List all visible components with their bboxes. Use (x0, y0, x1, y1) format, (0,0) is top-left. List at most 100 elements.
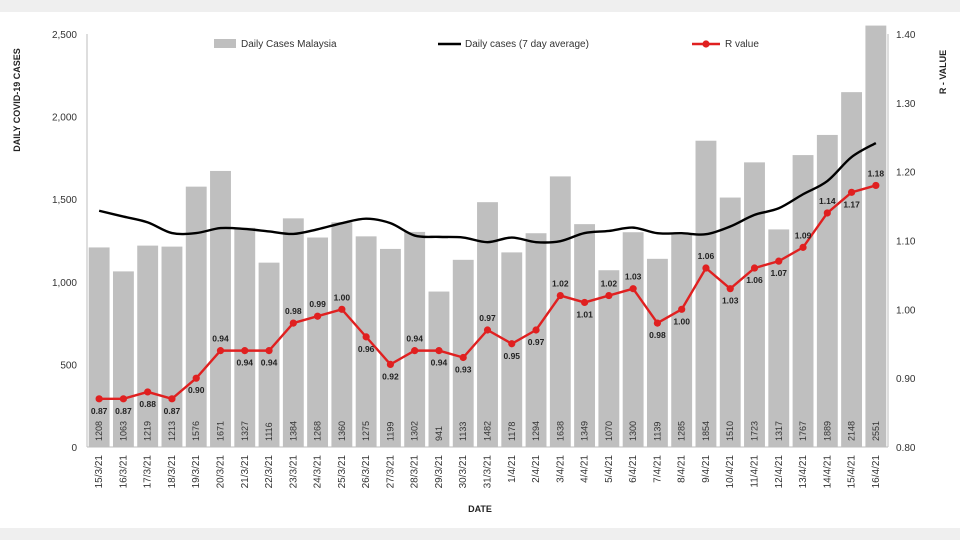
x-tick-label: 1/4/21 (507, 455, 518, 483)
bar-5/4/21 (598, 270, 620, 447)
x-tick-label: 3/4/21 (555, 455, 566, 483)
r-value-point-2/4/21 (532, 326, 540, 334)
bar-15/4/21 (841, 92, 863, 448)
bar-value-label: 1275 (361, 421, 371, 441)
bar-12/4/21 (768, 229, 790, 447)
bar-value-label: 1638 (555, 421, 565, 441)
bar-27/3/21 (379, 248, 401, 447)
r-value-point-8/4/21 (678, 305, 686, 313)
r-value-point-16/3/21 (119, 395, 128, 403)
r-value-point-3/4/21 (556, 291, 564, 300)
r-value-label: 0.98 (649, 330, 666, 340)
r-value-point-16/4/21 (872, 181, 880, 190)
bar-value-label: 1300 (628, 421, 638, 441)
r-value-point-22/3/21 (265, 347, 273, 355)
bar-16/4/21 (865, 25, 887, 447)
r-value-point-23/3/21 (289, 319, 297, 327)
r-value-label: 0.88 (139, 399, 156, 409)
y2-tick-label: 1.20 (896, 168, 916, 179)
bar-10/4/21 (719, 197, 741, 447)
x-tick-label: 22/3/21 (264, 455, 275, 489)
x-tick-label: 14/4/21 (822, 455, 833, 489)
covid-cases-chart: 1208 1063 1219 1213 1576 1671 1327 1116 1384 1268… (12, 25, 948, 514)
x-tick-label: 24/3/21 (313, 455, 324, 489)
r-value-label: 1.01 (576, 309, 593, 319)
bar-28/3/21 (404, 231, 426, 447)
r-value-label: 0.99 (309, 299, 326, 309)
x-axis-title: DATE (468, 504, 492, 514)
r-value-label: 1.18 (868, 168, 885, 178)
bar-30/3/21 (452, 259, 474, 447)
bar-11/4/21 (744, 162, 765, 447)
x-tick-label: 7/4/21 (652, 455, 663, 483)
x-tick-label: 27/3/21 (385, 455, 396, 489)
r-value-label: 1.14 (819, 196, 836, 206)
bar-21/3/21 (234, 227, 256, 447)
r-value-point-17/3/21 (144, 388, 152, 396)
bar-value-label: 1219 (143, 421, 153, 441)
bar-23/3/21 (282, 218, 304, 447)
r-value-label: 0.87 (115, 406, 132, 416)
x-tick-label: 6/4/21 (628, 455, 639, 483)
x-tick-label: 5/4/21 (604, 455, 615, 483)
r-value-label: 1.00 (673, 316, 690, 326)
r-value-point-29/3/21 (435, 347, 443, 355)
bar-value-label: 1302 (410, 421, 420, 441)
r-value-label: 1.17 (843, 199, 860, 209)
r-value-point-4/4/21 (580, 298, 589, 307)
bar-value-label: 1178 (507, 422, 517, 441)
bar-value-label: 1767 (798, 421, 808, 441)
bar-17/3/21 (137, 245, 159, 447)
bar-value-label: 1285 (677, 421, 687, 441)
x-tick-label: 29/3/21 (434, 455, 445, 489)
legend-swatch-r-value-marker (702, 40, 710, 48)
y2-tick-label: 1.00 (896, 305, 916, 316)
bar-31/3/21 (477, 202, 498, 447)
r-value-point-15/3/21 (95, 395, 103, 403)
x-tick-label: 19/3/21 (191, 455, 202, 489)
r-value-label: 0.92 (382, 371, 399, 381)
r-value-point-26/3/21 (362, 333, 370, 341)
bar-4/4/21 (574, 224, 596, 447)
r-value-label: 1.06 (698, 251, 715, 261)
x-tick-label: 30/3/21 (458, 455, 469, 489)
r-value-label: 1.03 (625, 272, 642, 282)
bar-22/3/21 (258, 262, 280, 447)
y2-tick-label: 0.90 (896, 374, 916, 385)
bar-value-label: 2551 (871, 421, 881, 441)
bar-value-label: 1889 (822, 421, 832, 441)
bar-26/3/21 (355, 236, 377, 447)
r-value-point-19/3/21 (192, 374, 200, 382)
x-tick-label: 16/3/21 (118, 455, 129, 489)
r-value-point-13/4/21 (799, 243, 807, 251)
r-value-label: 0.94 (261, 358, 278, 368)
bar-value-label: 1208 (94, 421, 104, 441)
legend-label-seven-day-average: Daily cases (7 day average) (465, 39, 589, 50)
r-value-point-7/4/21 (653, 319, 662, 327)
r-value-label: 0.94 (406, 334, 423, 344)
r-value-point-15/4/21 (847, 188, 856, 196)
bar-25/3/21 (331, 222, 353, 447)
x-tick-label: 15/3/21 (94, 455, 105, 489)
y2-tick-label: 1.40 (896, 30, 916, 41)
bar-19/3/21 (185, 186, 207, 447)
bar-1/4/21 (501, 252, 523, 447)
bar-29/3/21 (428, 291, 450, 447)
bar-9/4/21 (695, 140, 717, 448)
x-tick-label: 15/4/21 (847, 455, 858, 489)
r-value-label: 0.94 (431, 358, 448, 368)
r-value-point-20/3/21 (216, 347, 225, 355)
y-tick-label: 1,000 (52, 278, 77, 289)
bar-14/4/21 (816, 134, 838, 447)
bar-20/3/21 (210, 170, 231, 447)
r-value-point-1/4/21 (508, 340, 516, 348)
chart-container: 1208 1063 1219 1213 1576 1671 1327 1116 1384 1268… (0, 12, 960, 528)
bar-8/4/21 (671, 234, 693, 447)
bar-24/3/21 (307, 237, 329, 447)
r-value-label: 0.96 (358, 344, 375, 354)
bar-value-label: 1213 (167, 421, 177, 441)
y-tick-label: 2,500 (52, 30, 77, 41)
r-value-label: 1.03 (722, 296, 739, 306)
r-value-point-18/3/21 (168, 395, 176, 403)
bar-6/4/21 (622, 232, 644, 447)
